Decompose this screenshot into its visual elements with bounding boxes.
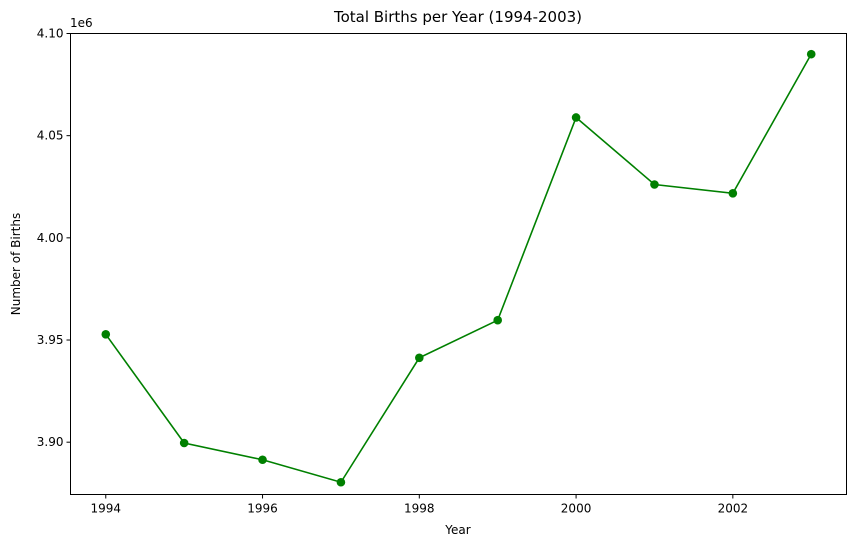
- x-tick-label: 2002: [718, 502, 749, 516]
- x-tick-label: 1996: [247, 502, 278, 516]
- data-point: [415, 353, 424, 363]
- y-tick-label: 4.05: [37, 129, 64, 143]
- x-tick-label: 1994: [90, 502, 121, 516]
- x-axis-ticks: 1994 1996 1998 2000 2002: [90, 494, 749, 516]
- data-point: [101, 329, 111, 339]
- x-tick-label: 2000: [561, 502, 592, 516]
- data-point: [179, 438, 189, 448]
- y-tick-label: 3.90: [37, 435, 64, 449]
- y-tick-label: 4.00: [37, 231, 64, 245]
- x-tick-label: 1998: [404, 502, 435, 516]
- y-axis-label: Number of Births: [9, 213, 23, 315]
- data-point: [571, 113, 581, 122]
- plot-area-frame: [70, 33, 847, 495]
- data-point: [728, 188, 738, 198]
- y-tick-label: 4.10: [37, 27, 64, 41]
- series-line: [105, 53, 812, 484]
- y-axis-offset-label: 1e6: [70, 16, 93, 30]
- y-axis-ticks: 3.90 3.95 4.00 4.05 4.10: [37, 27, 71, 449]
- data-point: [806, 49, 816, 59]
- data-point: [650, 180, 659, 189]
- data-point: [258, 455, 267, 465]
- x-axis-label: Year: [444, 523, 470, 537]
- data-point: [493, 315, 502, 325]
- y-tick-label: 3.95: [37, 333, 64, 347]
- data-point: [336, 477, 346, 487]
- series-group: [101, 49, 816, 487]
- chart-title: Total Births per Year (1994-2003): [333, 8, 582, 26]
